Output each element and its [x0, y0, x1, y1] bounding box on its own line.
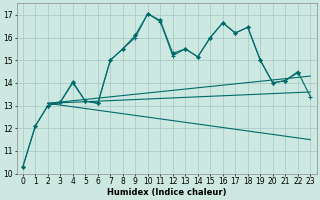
X-axis label: Humidex (Indice chaleur): Humidex (Indice chaleur)	[107, 188, 226, 197]
